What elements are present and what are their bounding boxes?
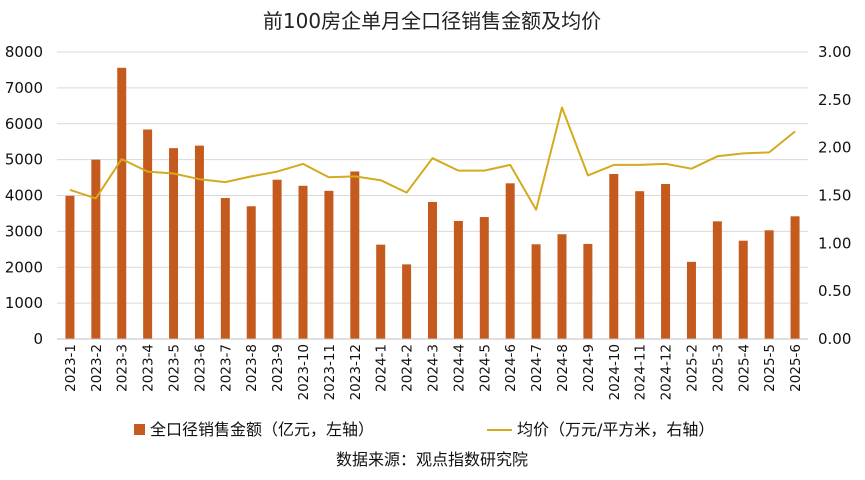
bar xyxy=(65,195,75,339)
bar xyxy=(738,240,748,339)
bar xyxy=(531,244,541,339)
x-tick-label: 2024-8 xyxy=(555,344,571,392)
x-tick-label: 2023-7 xyxy=(218,344,234,392)
bar xyxy=(272,179,282,339)
left-tick-label: 0 xyxy=(33,330,43,348)
x-tick-label: 2024-2 xyxy=(400,344,416,392)
bar xyxy=(298,185,308,339)
x-tick-label: 2025-4 xyxy=(736,344,752,392)
legend-bar-swatch xyxy=(134,424,145,435)
x-tick-label: 2024-9 xyxy=(581,344,597,392)
price-line xyxy=(69,106,796,211)
x-tick-label: 2023-1 xyxy=(63,344,79,392)
bar xyxy=(712,221,722,339)
right-tick-label: 0.00 xyxy=(818,330,851,348)
line-series xyxy=(69,106,796,211)
bar xyxy=(686,261,696,339)
bar xyxy=(350,171,360,339)
x-tick-label: 2023-9 xyxy=(270,344,286,392)
left-tick-label: 7000 xyxy=(5,79,43,97)
bar xyxy=(376,244,386,339)
left-tick-label: 6000 xyxy=(5,115,43,133)
bar xyxy=(246,206,256,339)
x-tick-label: 2024-3 xyxy=(426,344,442,392)
bar xyxy=(557,234,567,339)
x-tick-label: 2024-4 xyxy=(451,344,467,392)
bar xyxy=(609,173,619,339)
bar xyxy=(220,198,230,339)
right-tick-label: 3.00 xyxy=(818,43,851,61)
x-tick-label: 2023-8 xyxy=(244,344,260,392)
bar-series xyxy=(65,67,800,339)
x-tick-label: 2023-2 xyxy=(89,344,105,392)
bar xyxy=(505,183,515,339)
bar xyxy=(428,201,437,339)
right-axis-ticks: 0.00 0.50 1.00 1.50 2.00 2.50 3.00 xyxy=(818,43,851,348)
x-tick-label: 2024-10 xyxy=(607,344,623,400)
x-tick-label: 2023-3 xyxy=(115,344,131,392)
bar xyxy=(479,217,489,339)
bar xyxy=(764,230,774,339)
bar xyxy=(91,159,101,339)
bar xyxy=(635,191,645,339)
chart-title: 前100房企单月全口径销售金额及均价 xyxy=(263,9,601,33)
data-source: 数据来源：观点指数研究院 xyxy=(336,450,528,469)
bar xyxy=(402,264,412,339)
left-tick-label: 5000 xyxy=(5,151,43,169)
bar xyxy=(453,220,463,339)
right-tick-label: 1.50 xyxy=(818,187,851,205)
left-tick-label: 1000 xyxy=(5,294,43,312)
bar xyxy=(324,190,334,339)
left-tick-label: 8000 xyxy=(5,43,43,61)
legend-line-label: 均价（万元/平方米，右轴） xyxy=(517,420,714,439)
x-tick-label: 2024-1 xyxy=(374,344,390,392)
legend: 全口径销售金额（亿元，左轴） 均价（万元/平方米，右轴） xyxy=(134,420,714,439)
left-tick-label: 2000 xyxy=(5,258,43,276)
legend-bar-label: 全口径销售金额（亿元，左轴） xyxy=(150,420,374,439)
right-tick-label: 2.00 xyxy=(818,139,851,157)
x-tick-label: 2024-7 xyxy=(529,344,545,392)
x-tick-label: 2023-4 xyxy=(141,344,157,392)
x-tick-label: 2024-12 xyxy=(659,344,675,400)
x-tick-label: 2024-11 xyxy=(633,344,649,400)
x-axis-ticks: 2023-1 2023-2 2023-3 2023-4 2023-5 2023-6 2023… xyxy=(63,344,804,400)
x-tick-label: 2023-12 xyxy=(348,344,364,400)
bar xyxy=(194,145,204,339)
x-tick-label: 2025-2 xyxy=(685,344,701,392)
left-axis-ticks: 0 1000 2000 3000 4000 5000 6000 7000 8000 xyxy=(5,43,43,348)
left-tick-label: 4000 xyxy=(5,187,43,205)
x-tick-label: 2025-5 xyxy=(762,344,778,392)
x-tick-label: 2025-3 xyxy=(710,344,726,392)
right-tick-label: 2.50 xyxy=(818,91,851,109)
right-tick-label: 1.00 xyxy=(818,234,851,252)
bar xyxy=(169,148,179,339)
bar xyxy=(117,67,127,339)
x-tick-label: 2023-5 xyxy=(167,344,183,392)
bar xyxy=(790,216,800,339)
bar xyxy=(143,129,153,339)
x-tick-label: 2023-11 xyxy=(322,344,338,400)
left-tick-label: 3000 xyxy=(5,222,43,240)
x-tick-label: 2023-6 xyxy=(192,344,208,392)
x-tick-label: 2024-5 xyxy=(477,344,493,392)
bar xyxy=(583,243,593,339)
bar xyxy=(661,184,671,339)
x-tick-label: 2024-6 xyxy=(503,344,519,392)
right-tick-label: 0.50 xyxy=(818,282,851,300)
x-tick-label: 2025-6 xyxy=(788,344,804,392)
x-tick-label: 2023-10 xyxy=(296,344,312,400)
